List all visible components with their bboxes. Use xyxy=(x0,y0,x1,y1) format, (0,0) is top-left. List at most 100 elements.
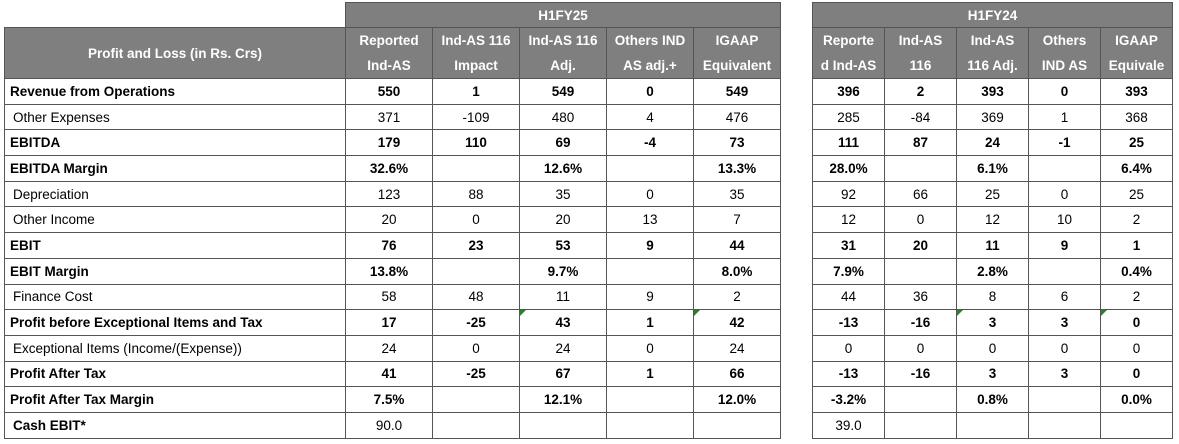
table-cell: 23 xyxy=(432,232,520,259)
table-cell: 11 xyxy=(519,283,607,311)
table-cell xyxy=(1028,257,1101,285)
table-cell: 2 xyxy=(1100,283,1173,311)
column-header: Ind-AS 116 Adj. xyxy=(519,27,607,79)
table-cell: 11 xyxy=(956,232,1029,259)
row-label: EBITDA Margin xyxy=(4,155,346,182)
table-cell: 0 xyxy=(1028,334,1101,362)
table-cell: 110 xyxy=(432,129,520,157)
table-cell: 549 xyxy=(693,78,781,105)
table-cell: 1 xyxy=(1028,103,1101,131)
table-cell: 0 xyxy=(812,334,885,362)
table-cell xyxy=(884,411,957,439)
table-row: -3.2% 0.8% 0.0% xyxy=(812,386,1173,413)
table-cell: -3.2% xyxy=(812,386,885,413)
table-cell: 92 xyxy=(812,180,885,208)
table-cell: 0 xyxy=(606,78,694,105)
table-cell: 9.7% xyxy=(519,257,607,285)
table-cell: 44 xyxy=(812,283,885,311)
table-cell: 6.1% xyxy=(956,155,1029,182)
table-cell: 7.5% xyxy=(345,386,433,413)
table-cell xyxy=(1028,155,1101,182)
table-cell: 28.0% xyxy=(812,155,885,182)
table-cell: 76 xyxy=(345,232,433,259)
table-cell: -13 xyxy=(812,360,885,388)
table-cell: 179 xyxy=(345,129,433,157)
table-cell xyxy=(884,257,957,285)
row-label: Profit After Tax Margin xyxy=(4,386,346,413)
table-cell: 369 xyxy=(956,103,1029,131)
column-header: IGAAP Equivalent xyxy=(693,27,781,79)
table-cell xyxy=(606,257,694,285)
table-row: -13 -16 3 3 0 xyxy=(812,309,1173,336)
table-cell: 0 xyxy=(956,334,1029,362)
table-cell: 43 xyxy=(519,309,607,336)
table-cell: 0 xyxy=(432,334,520,362)
column-header: Reporte d Ind-AS xyxy=(812,27,885,79)
table-cell: 6 xyxy=(1028,283,1101,311)
table-row: EBITDA 179 110 69 -4 73 xyxy=(4,129,781,157)
table-cell: 66 xyxy=(884,180,957,208)
table-row: Profit After Tax Margin 7.5% 12.1% 12.0% xyxy=(4,386,781,413)
table-cell: 480 xyxy=(519,103,607,131)
table-cell: 9 xyxy=(606,232,694,259)
table-cell: 12.6% xyxy=(519,155,607,182)
table-cell xyxy=(956,411,1029,439)
table-cell: 25 xyxy=(956,180,1029,208)
pnl-table-h1fy25: H1FY25 Profit and Loss (in Rs. Crs) Repo… xyxy=(4,2,781,439)
table-row: 7.9% 2.8% 0.4% xyxy=(812,257,1173,285)
table-cell: 39.0 xyxy=(812,411,885,439)
table-cell: 20 xyxy=(519,206,607,234)
row-label: Profit before Exceptional Items and Tax xyxy=(4,309,346,336)
table-cell: 35 xyxy=(693,180,781,208)
table-cell: 0 xyxy=(1100,360,1173,388)
table-cell: 8 xyxy=(956,283,1029,311)
table-cell: 25 xyxy=(1100,129,1173,157)
row-label: Finance Cost xyxy=(4,283,346,311)
table-cell: 368 xyxy=(1100,103,1173,131)
table-row: 44 36 8 6 2 xyxy=(812,283,1173,311)
table-row: Other Income 20 0 20 13 7 xyxy=(4,206,781,234)
table-row: Cash EBIT* 90.0 xyxy=(4,411,781,439)
table-row: 12 0 12 10 2 xyxy=(812,206,1173,234)
table-cell xyxy=(884,386,957,413)
table-cell: 6.4% xyxy=(1100,155,1173,182)
table-cell: 0 xyxy=(884,206,957,234)
table-row: 285 -84 369 1 368 xyxy=(812,103,1173,131)
table-cell: 0 xyxy=(1028,180,1101,208)
table-cell: 10 xyxy=(1028,206,1101,234)
row-label: Depreciation xyxy=(4,180,346,208)
row-label: EBIT xyxy=(4,232,346,259)
period-header-h1fy24: H1FY24 xyxy=(812,2,1173,28)
table-cell xyxy=(519,411,607,439)
table-cell xyxy=(432,386,520,413)
table-cell: 0 xyxy=(606,180,694,208)
table-cell: 53 xyxy=(519,232,607,259)
table-cell: 0 xyxy=(884,334,957,362)
table-cell: 44 xyxy=(693,232,781,259)
table-cell xyxy=(606,155,694,182)
table-cell: 371 xyxy=(345,103,433,131)
table-row: Depreciation 123 88 35 0 35 xyxy=(4,180,781,208)
table-cell: 2 xyxy=(1100,206,1173,234)
table-row: EBIT Margin 13.8% 9.7% 8.0% xyxy=(4,257,781,285)
column-header: IGAAP Equivale xyxy=(1100,27,1173,79)
table-cell: 9 xyxy=(606,283,694,311)
table-cell: 7 xyxy=(693,206,781,234)
table-cell: 550 xyxy=(345,78,433,105)
table-cell: 1 xyxy=(606,309,694,336)
table-cell xyxy=(432,155,520,182)
table-cell: -25 xyxy=(432,309,520,336)
table-cell: 4 xyxy=(606,103,694,131)
table-cell: 0 xyxy=(606,334,694,362)
table-cell: 393 xyxy=(956,78,1029,105)
table-cell xyxy=(693,411,781,439)
table-row: Exceptional Items (Income/(Expense)) 24 0 2… xyxy=(4,334,781,362)
table-cell: 88 xyxy=(432,180,520,208)
table-cell: -16 xyxy=(884,309,957,336)
table-cell: -25 xyxy=(432,360,520,388)
table-cell xyxy=(432,411,520,439)
table-cell: 90.0 xyxy=(345,411,433,439)
table-cell: 24 xyxy=(345,334,433,362)
table-cell: 285 xyxy=(812,103,885,131)
table-cell xyxy=(884,155,957,182)
